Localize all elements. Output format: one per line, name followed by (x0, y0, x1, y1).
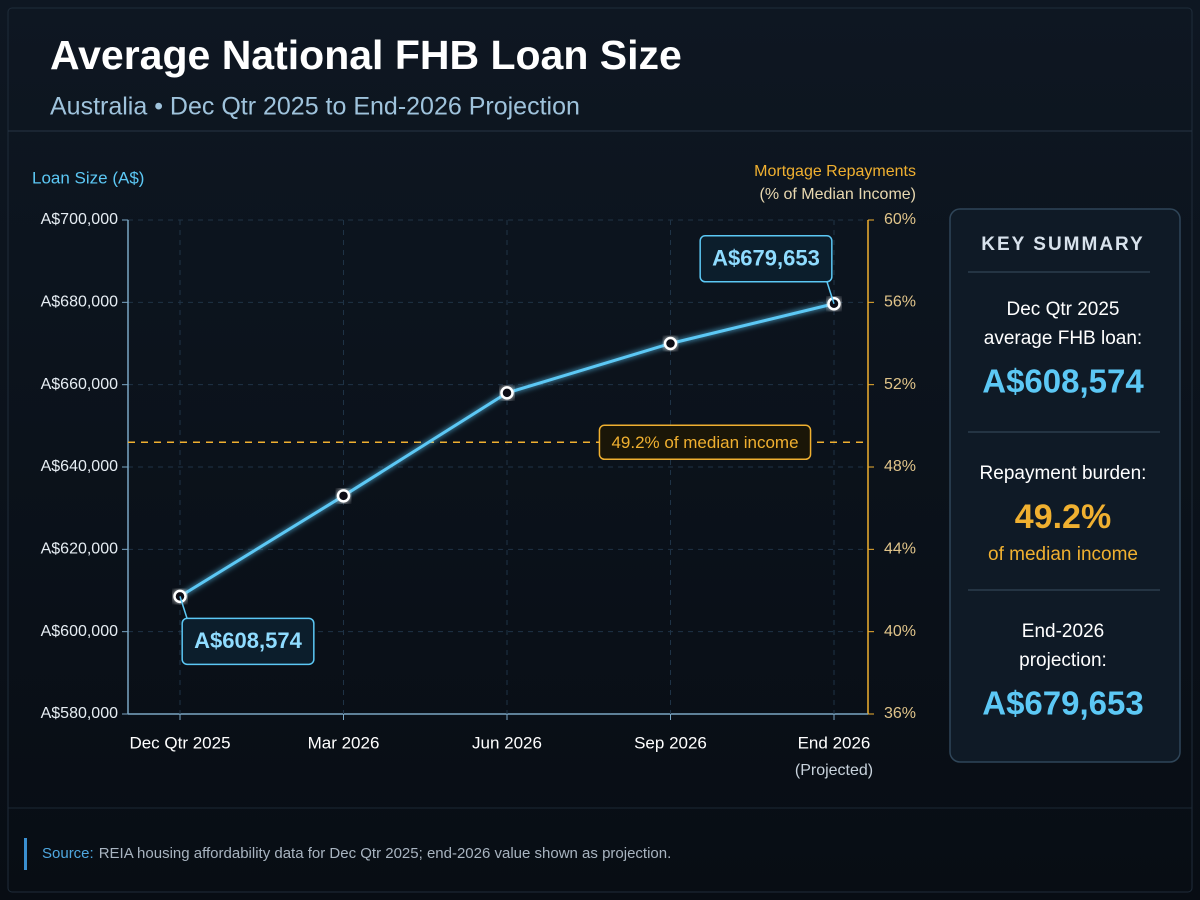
summary-label: average FHB loan: (984, 328, 1142, 349)
y-tick-label: A$660,000 (41, 376, 119, 393)
y-tick-label: A$680,000 (41, 294, 119, 311)
y2-tick-label: 52% (884, 376, 916, 393)
y-tick-label: A$700,000 (41, 211, 119, 228)
x-tick-label: Jun 2026 (472, 733, 542, 752)
y-tick-label: A$600,000 (41, 623, 119, 640)
value-label: A$608,574 (194, 628, 302, 653)
y-tick-label: A$580,000 (41, 705, 119, 722)
frame (7, 7, 1193, 893)
y2-axis-title: Mortgage Repayments (754, 163, 916, 180)
chart-subtitle: Australia • Dec Qtr 2025 to End-2026 Pro… (50, 93, 580, 121)
y-axis-title: Loan Size (A$) (32, 168, 144, 187)
y-tick-label: A$620,000 (41, 541, 119, 558)
label-leader (179, 596, 189, 622)
chart-title: Average National FHB Loan Size (50, 32, 682, 78)
summary-value: A$679,653 (982, 685, 1143, 722)
reference-label-box (598, 424, 812, 461)
x-tick-note: (Projected) (795, 762, 873, 779)
footer-text: REIA housing affordability data for Dec … (99, 845, 672, 862)
y2-tick-label: 48% (884, 458, 916, 475)
footer-accent (24, 838, 27, 870)
summary-panel (949, 208, 1181, 763)
y2-axis-title: (% of Median Income) (759, 186, 916, 203)
summary-label: End-2026 (1022, 621, 1104, 642)
y2-tick-label: 60% (884, 211, 916, 228)
y2-tick-label: 56% (884, 294, 916, 311)
y2-tick-label: 36% (884, 705, 916, 722)
x-tick-label: Dec Qtr 2025 (129, 733, 230, 752)
summary-value: A$608,574 (982, 363, 1144, 400)
summary-note: of median income (988, 544, 1138, 565)
reference-label: 49.2% of median income (611, 433, 798, 452)
y2-tick-label: 40% (884, 623, 916, 640)
y-tick-label: A$640,000 (41, 458, 119, 475)
summary-label: Dec Qtr 2025 (1007, 299, 1120, 320)
value-label-box (181, 617, 315, 666)
data-point (500, 386, 514, 400)
summary-value: 49.2% (1015, 498, 1111, 536)
summary-title: KEY SUMMARY (981, 234, 1144, 255)
value-label: A$679,653 (712, 246, 820, 271)
value-label-box (699, 235, 833, 283)
data-point (336, 489, 351, 503)
summary-label: projection: (1019, 650, 1107, 671)
y2-tick-label: 44% (884, 541, 916, 558)
footer-label: Source: (42, 845, 94, 862)
label-leader (825, 278, 835, 304)
data-point (663, 336, 678, 351)
x-tick-label: Mar 2026 (308, 733, 380, 752)
x-tick-label: Sep 2026 (634, 733, 707, 752)
x-tick-label: End 2026 (798, 733, 871, 752)
summary-label: Repayment burden: (980, 463, 1147, 484)
